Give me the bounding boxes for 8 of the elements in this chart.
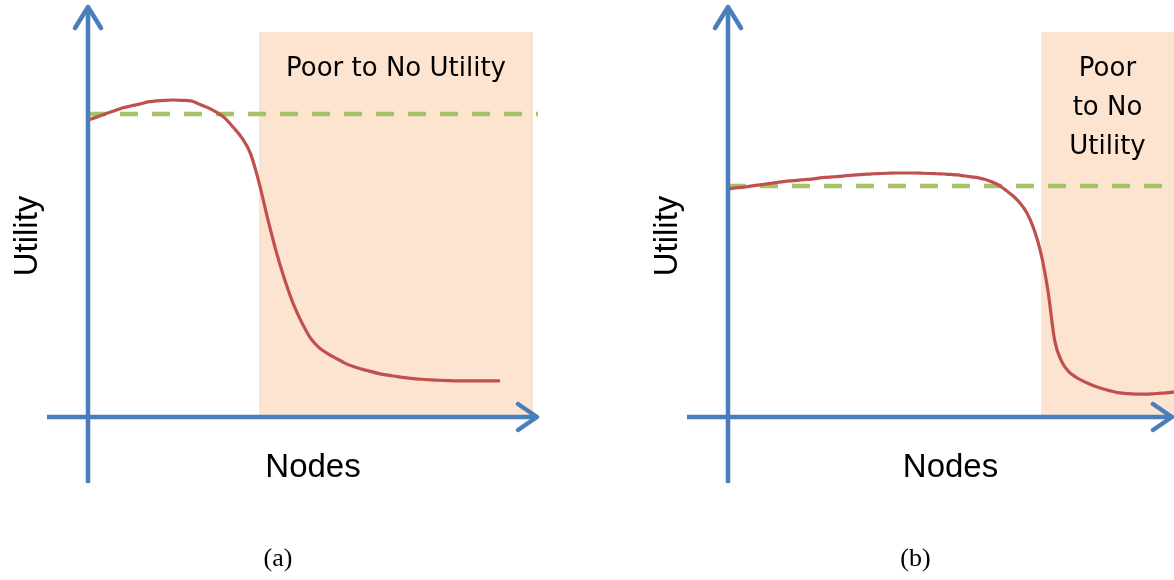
text: (b): [900, 543, 931, 572]
text: (a): [263, 543, 293, 572]
text: Poor to No Utility: [1069, 52, 1146, 160]
x-axis-title: Nodes: [265, 447, 361, 484]
text: Poor to No Utility: [286, 52, 506, 82]
x-axis-title: Nodes: [902, 447, 999, 484]
y-axis-title: Utility: [7, 195, 44, 277]
y-axis-title: Utility: [647, 195, 684, 277]
